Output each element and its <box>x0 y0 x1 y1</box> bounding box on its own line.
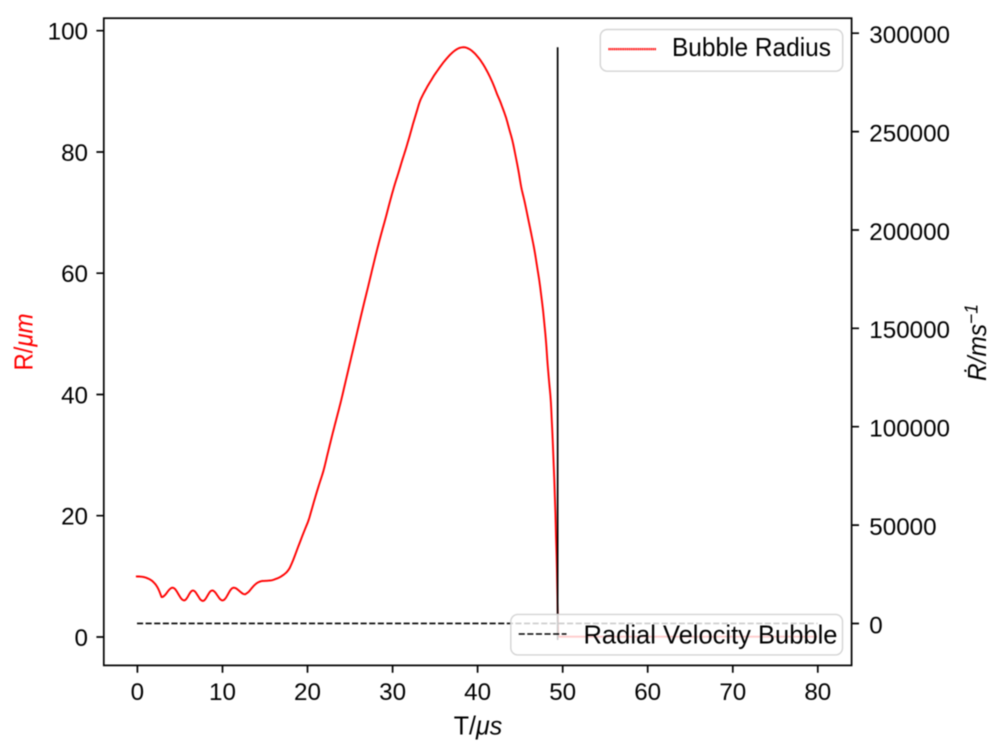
svg-text:300000: 300000 <box>869 22 950 49</box>
svg-text:0: 0 <box>75 625 88 652</box>
svg-text:40: 40 <box>464 679 491 706</box>
svg-text:60: 60 <box>634 679 661 706</box>
svg-text:150000: 150000 <box>869 317 950 344</box>
svg-text:100000: 100000 <box>869 416 950 443</box>
svg-text:80: 80 <box>804 679 831 706</box>
svg-text:250000: 250000 <box>869 120 950 147</box>
svg-text:0: 0 <box>131 679 144 706</box>
svg-text:0: 0 <box>869 612 882 639</box>
svg-text:40: 40 <box>61 382 88 409</box>
svg-text:Bubble Radius: Bubble Radius <box>672 34 831 62</box>
svg-text:Ṙ/ms−1: Ṙ/ms−1 <box>960 304 992 381</box>
svg-text:20: 20 <box>294 679 321 706</box>
svg-text:100: 100 <box>48 19 88 46</box>
svg-text:50: 50 <box>549 679 576 706</box>
svg-text:60: 60 <box>61 261 88 288</box>
svg-text:80: 80 <box>61 140 88 167</box>
svg-text:70: 70 <box>719 679 746 706</box>
svg-text:T/μs: T/μs <box>454 713 503 741</box>
svg-text:Radial Velocity Bubble: Radial Velocity Bubble <box>584 621 838 649</box>
svg-text:R/μm: R/μm <box>11 314 39 371</box>
svg-text:50000: 50000 <box>869 514 936 541</box>
svg-text:10: 10 <box>209 679 236 706</box>
svg-text:20: 20 <box>61 504 88 531</box>
svg-text:30: 30 <box>379 679 406 706</box>
svg-text:200000: 200000 <box>869 219 950 246</box>
